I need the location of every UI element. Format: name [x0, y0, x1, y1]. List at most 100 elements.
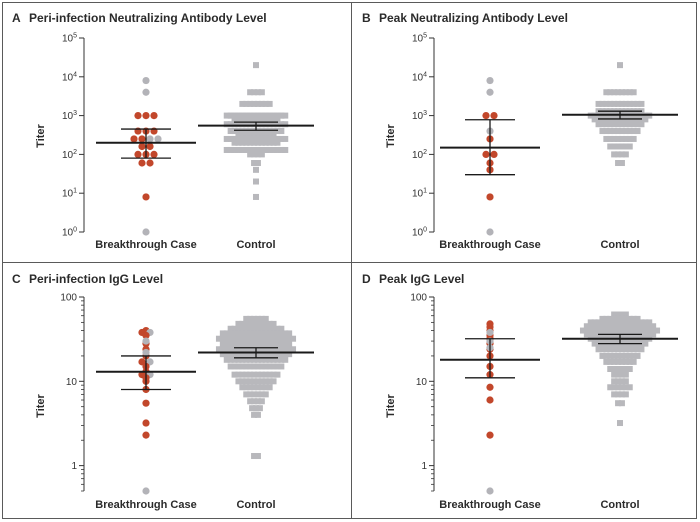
control-point	[650, 331, 657, 338]
breakthrough-point-red	[482, 150, 490, 158]
control-point	[243, 346, 250, 353]
control-point	[646, 319, 653, 326]
control-point	[270, 371, 277, 378]
control-point	[258, 363, 265, 370]
control-point	[618, 128, 625, 135]
control-point	[278, 351, 285, 358]
control-point	[630, 89, 637, 96]
control-point	[622, 100, 629, 107]
control-point	[622, 378, 629, 385]
control-point	[247, 100, 254, 107]
control-point	[239, 384, 246, 391]
control-point	[235, 378, 242, 385]
control-point	[223, 135, 230, 142]
control-point	[274, 335, 281, 342]
control-point	[599, 315, 606, 322]
control-point	[603, 121, 610, 128]
panel-c: C Peri-infection IgG Level Titer Breakth…	[12, 272, 314, 511]
y-axis-tick-label: 100	[60, 293, 77, 304]
control-point	[249, 405, 256, 412]
control-point	[270, 146, 277, 153]
control-point	[611, 384, 618, 391]
breakthrough-point-red	[138, 135, 146, 143]
y-axis-tick-label: 1	[421, 461, 427, 472]
control-point	[251, 371, 258, 378]
control-point	[262, 371, 269, 378]
control-point	[611, 121, 618, 128]
control-point	[634, 100, 641, 107]
control-point	[278, 340, 285, 347]
control-point	[251, 128, 258, 135]
control-point	[247, 384, 254, 391]
control-point	[270, 121, 277, 128]
control-point	[607, 384, 614, 391]
control-point	[266, 384, 273, 391]
control-point	[258, 320, 265, 327]
panel-d-letter: D	[362, 272, 371, 286]
control-point	[227, 128, 234, 135]
control-point	[270, 363, 277, 370]
y-axis-tick-label: 103	[62, 110, 77, 122]
control-point	[223, 121, 230, 128]
control-point	[607, 315, 614, 322]
control-point	[227, 340, 234, 347]
control-point	[583, 323, 590, 330]
control-point	[262, 378, 269, 385]
control-point	[258, 116, 265, 123]
control-point	[622, 371, 629, 378]
control-point	[634, 128, 641, 135]
control-point	[270, 351, 277, 358]
control-point	[618, 100, 625, 107]
control-point	[611, 371, 618, 378]
control-point	[258, 135, 265, 142]
control-point	[251, 100, 258, 107]
control-point	[262, 346, 269, 353]
control-point	[227, 363, 234, 370]
control-point	[622, 323, 629, 330]
control-point	[258, 378, 265, 385]
control-point	[235, 335, 242, 342]
control-point	[607, 352, 614, 359]
control-point	[262, 351, 269, 358]
control-point	[615, 160, 622, 167]
control-point	[599, 128, 606, 135]
control-point	[630, 128, 637, 135]
control-point	[239, 356, 246, 363]
control-point	[231, 128, 238, 135]
breakthrough-point-red	[142, 331, 150, 340]
control-point	[634, 319, 641, 326]
breakthrough-point-gray	[142, 88, 150, 96]
control-point	[618, 371, 625, 378]
control-point	[227, 335, 234, 342]
breakthrough-point-gray	[142, 487, 150, 495]
control-point	[254, 340, 261, 347]
control-point	[266, 135, 273, 142]
control-point	[262, 139, 269, 146]
control-point	[646, 323, 653, 330]
control-point	[231, 351, 238, 358]
control-point	[599, 323, 606, 330]
control-point	[274, 146, 281, 153]
control-point	[253, 166, 259, 173]
control-point	[622, 365, 629, 372]
control-point	[227, 330, 234, 337]
control-point	[251, 356, 258, 363]
control-point	[282, 335, 289, 342]
control-point	[235, 363, 242, 370]
panel-divider-horizontal	[2, 262, 697, 263]
control-point	[617, 62, 623, 69]
control-point	[243, 356, 250, 363]
control-point	[262, 100, 269, 107]
control-point	[247, 391, 254, 398]
control-point	[251, 151, 258, 158]
control-point	[278, 128, 285, 135]
control-point	[254, 128, 261, 135]
control-point	[266, 351, 273, 358]
control-point	[231, 325, 238, 332]
control-point	[622, 311, 629, 318]
control-point	[262, 135, 269, 142]
control-point	[219, 351, 226, 358]
control-point	[626, 384, 633, 391]
control-point	[595, 346, 602, 353]
control-point	[239, 340, 246, 347]
